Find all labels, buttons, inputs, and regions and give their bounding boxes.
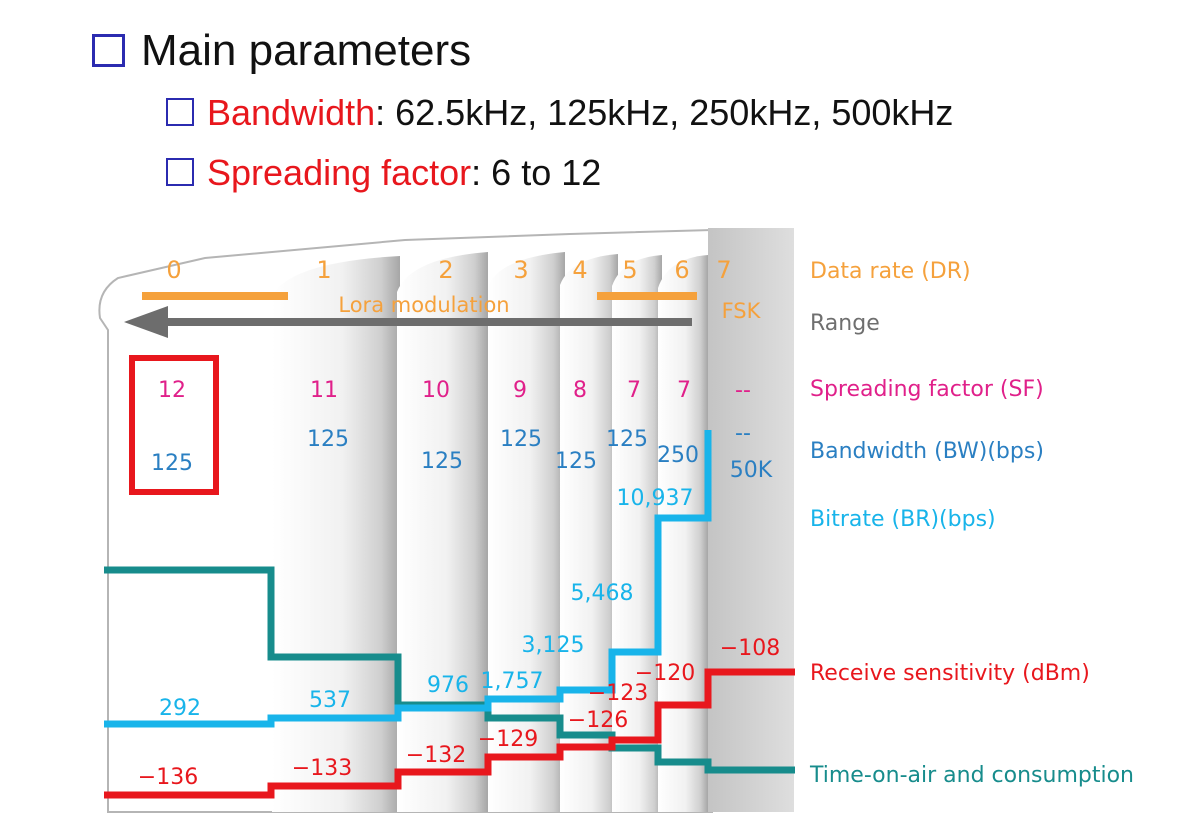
sensitivity-line [104, 668, 795, 799]
dr-label: 2 [438, 256, 453, 284]
dr0-highlight-box [129, 355, 219, 495]
dr0-bar [142, 292, 288, 300]
bw-value: 125 [307, 427, 349, 452]
br-value: 1,757 [481, 669, 544, 694]
dr-label: 1 [316, 256, 331, 284]
range-arrow [124, 306, 692, 338]
main-title-line: Main parameters [92, 26, 471, 76]
legend-sensitivity: Receive sensitivity (dBm) [810, 661, 1090, 686]
legend-bitrate: Bitrate (BR)(bps) [810, 507, 996, 532]
data-rate-labels: 0 1 2 3 4 5 6 7 [166, 256, 731, 284]
spreading-factor-values: 12 11 10 9 8 7 7 -- [158, 378, 751, 403]
dr-label: 7 [716, 256, 731, 284]
br-value: 3,125 [522, 633, 585, 658]
sens-value: −123 [588, 681, 648, 706]
lora-modulation-label: Lora modulation [338, 293, 509, 317]
sf-value: 12 [158, 378, 186, 403]
dr-label: 5 [622, 256, 637, 284]
sens-value: −108 [720, 636, 780, 661]
bandwidth-values: : 62.5kHz, 125kHz, 250kHz, 500kHz [375, 92, 954, 133]
bandwidth-values-group: 125 125 125 125 125 125 250 -- [151, 421, 751, 476]
sf-line: Spreading factor: 6 to 12 [166, 152, 601, 194]
checkbox-bullet-icon [166, 158, 194, 187]
sf-label: Spreading factor [207, 152, 472, 193]
bitrate-values-group: 292 537 976 1,757 3,125 5,468 10,937 [159, 486, 693, 721]
dr5-6-bar [597, 292, 697, 300]
time-on-air-line [104, 566, 795, 774]
legend-range: Range [810, 311, 880, 336]
bw-value: 125 [606, 427, 648, 452]
br-value: 5,468 [571, 581, 634, 606]
legend-bandwidth: Bandwidth (BW)(bps) [810, 439, 1044, 464]
dr-label: 6 [674, 256, 689, 284]
bw-value: -- [735, 421, 751, 446]
sens-value: −136 [138, 765, 198, 790]
sens-value: −120 [635, 661, 695, 686]
dr-label: 0 [166, 256, 181, 284]
bandwidth-label: Bandwidth [207, 92, 376, 133]
sens-value: −133 [292, 756, 352, 781]
bw-value: 125 [555, 449, 597, 474]
sf-values: : 6 to 12 [471, 152, 602, 193]
bandwidth-line: Bandwidth: 62.5kHz, 125kHz, 250kHz, 500k… [166, 92, 953, 134]
fsk-panel [708, 228, 794, 812]
legend-time-on-air: Time-on-air and consumption [809, 763, 1134, 788]
checkbox-bullet-icon [92, 33, 125, 67]
dr-label: 4 [572, 256, 587, 284]
sensitivity-values-group: −136 −133 −132 −129 −126 −123 −120 −108 [138, 636, 780, 790]
br-value: 537 [309, 688, 351, 713]
fsk-bitrate-value: 50K [730, 458, 773, 483]
legend-spreading-factor: Spreading factor (SF) [810, 377, 1044, 402]
main-title: Main parameters [141, 26, 472, 75]
sf-value: 7 [627, 378, 641, 403]
br-value: 10,937 [617, 486, 694, 511]
sf-value: 8 [573, 378, 587, 403]
bw-value: 125 [500, 427, 542, 452]
sf-value: -- [735, 378, 751, 403]
bitrate-line [104, 430, 712, 728]
bw-value: 125 [151, 451, 193, 476]
br-value: 976 [427, 673, 469, 698]
sf-value: 9 [513, 378, 527, 403]
legend-data-rate: Data rate (DR) [810, 259, 971, 284]
br-value: 292 [159, 696, 201, 721]
bw-value: 250 [657, 443, 699, 468]
dr-label: 3 [513, 256, 528, 284]
fsk-label: FSK [722, 299, 762, 323]
sf-value: 11 [310, 378, 338, 403]
sens-value: −126 [568, 708, 628, 733]
bw-value: 125 [421, 449, 463, 474]
legend: Data rate (DR) Range Spreading factor (S… [809, 259, 1134, 788]
sf-value: 7 [677, 378, 691, 403]
modulation-cylinders [272, 252, 708, 812]
sf-value: 10 [422, 378, 450, 403]
checkbox-bullet-icon [166, 98, 194, 127]
sens-value: −129 [478, 727, 538, 752]
sens-value: −132 [406, 743, 466, 768]
